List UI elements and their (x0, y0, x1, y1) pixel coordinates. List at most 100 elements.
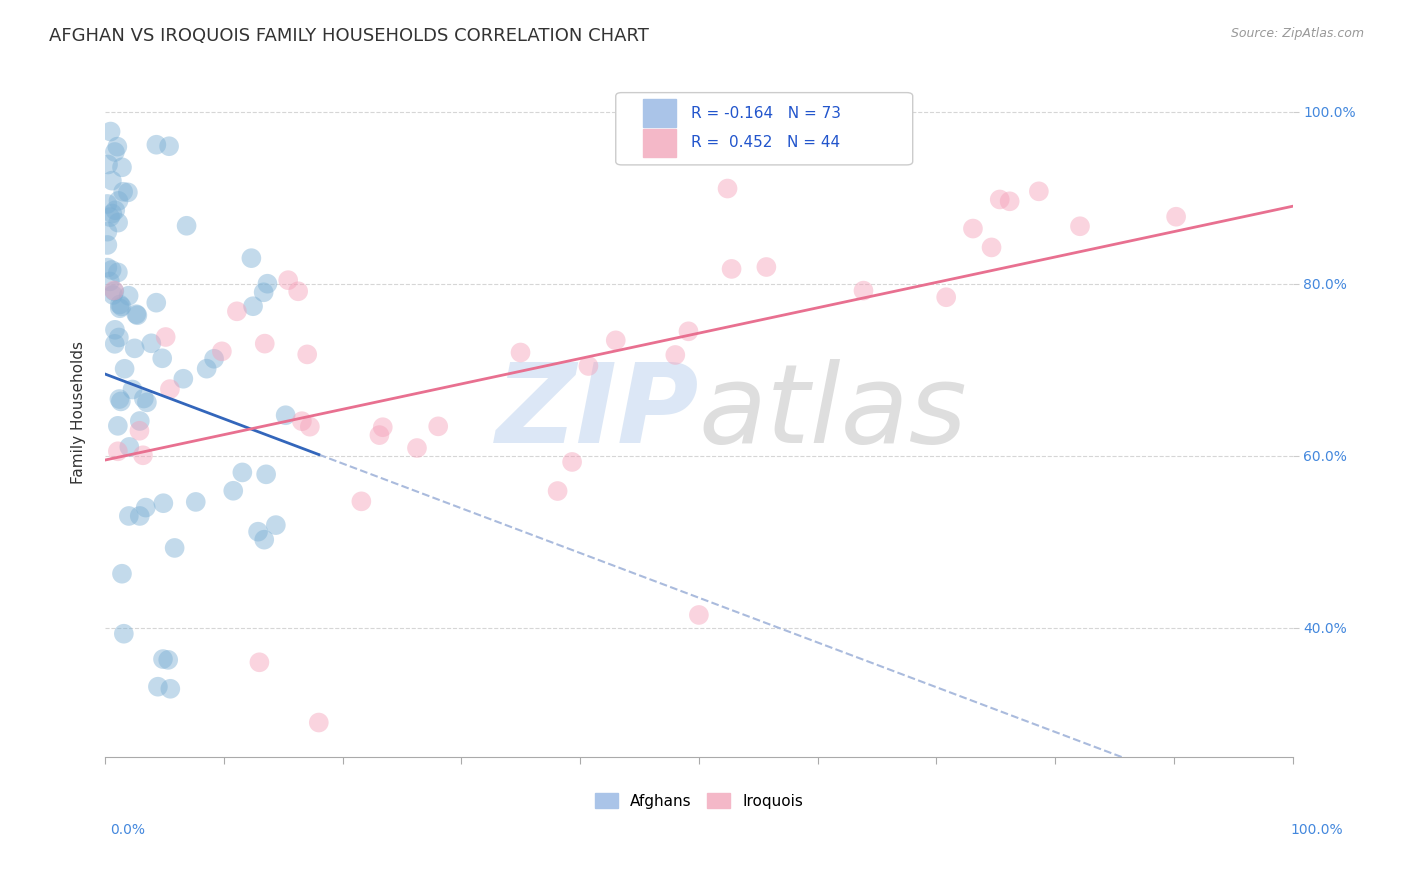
Point (720, 261, 742, 276)
Point (242, 299, 264, 313)
Text: Source: ZipAtlas.com: Source: ZipAtlas.com (1230, 27, 1364, 40)
Point (371, 420, 394, 434)
Point (104, 203, 127, 218)
Text: 100.0%: 100.0% (1291, 823, 1343, 837)
Point (935, 290, 957, 304)
Point (253, 533, 276, 547)
Point (664, 348, 686, 362)
Text: ZIP: ZIP (495, 359, 699, 467)
Point (240, 251, 263, 265)
Point (135, 395, 157, 409)
Point (96, 197, 118, 211)
Point (135, 500, 157, 515)
Legend: Afghans, Iroquois: Afghans, Iroquois (589, 787, 808, 814)
Point (128, 424, 150, 438)
Point (253, 336, 276, 351)
Point (231, 466, 253, 480)
Y-axis label: Family Households: Family Households (72, 342, 86, 484)
Text: AFGHAN VS IROQUOIS FAMILY HOUSEHOLDS CORRELATION CHART: AFGHAN VS IROQUOIS FAMILY HOUSEHOLDS COR… (49, 27, 650, 45)
Point (124, 342, 146, 356)
Point (755, 260, 778, 274)
Point (117, 289, 139, 303)
Point (291, 414, 314, 428)
Point (277, 273, 299, 287)
Point (107, 444, 129, 458)
Point (163, 541, 186, 555)
FancyBboxPatch shape (616, 93, 912, 165)
Point (176, 219, 198, 233)
Point (247, 524, 270, 539)
Point (308, 715, 330, 730)
Point (509, 345, 531, 359)
Point (101, 288, 124, 302)
Point (101, 206, 124, 220)
Point (112, 626, 135, 640)
Point (988, 193, 1011, 207)
Point (104, 323, 127, 337)
Point (184, 495, 207, 509)
Point (105, 139, 128, 153)
Point (98, 275, 121, 289)
Point (155, 330, 177, 344)
Point (980, 240, 1002, 254)
Point (254, 467, 277, 482)
Point (125, 307, 148, 321)
Point (103, 284, 125, 298)
Point (145, 137, 167, 152)
Point (108, 301, 131, 316)
Text: atlas: atlas (699, 359, 967, 467)
Point (256, 277, 278, 291)
Text: R =  0.452   N = 44: R = 0.452 N = 44 (690, 136, 839, 151)
Point (121, 383, 143, 397)
Point (195, 361, 218, 376)
Point (96, 260, 118, 275)
Point (247, 655, 270, 669)
Point (298, 419, 321, 434)
Point (159, 382, 181, 396)
Point (852, 284, 875, 298)
Point (688, 607, 710, 622)
Point (157, 653, 180, 667)
Point (107, 265, 129, 279)
Point (107, 194, 129, 208)
Point (226, 304, 249, 318)
Point (406, 441, 429, 455)
Point (578, 359, 600, 373)
Point (202, 351, 225, 366)
Point (159, 681, 181, 696)
Point (118, 440, 141, 454)
Point (118, 508, 141, 523)
Point (172, 372, 194, 386)
Point (111, 161, 134, 175)
Point (962, 221, 984, 235)
FancyBboxPatch shape (643, 129, 676, 157)
Text: R = -0.164   N = 73: R = -0.164 N = 73 (690, 106, 841, 120)
Point (104, 336, 127, 351)
Point (127, 308, 149, 322)
Point (146, 680, 169, 694)
Point (132, 392, 155, 406)
Point (100, 124, 122, 138)
Point (1164, 210, 1187, 224)
Point (103, 285, 125, 299)
Point (1028, 184, 1050, 198)
Point (547, 483, 569, 498)
Point (110, 300, 132, 314)
Point (368, 428, 391, 442)
Point (112, 185, 135, 199)
Point (108, 297, 131, 311)
Point (211, 344, 233, 359)
Point (101, 173, 124, 187)
Point (295, 347, 318, 361)
Point (96, 238, 118, 252)
Point (678, 324, 700, 338)
Point (97, 157, 120, 171)
Point (150, 351, 173, 366)
Point (427, 419, 450, 434)
Point (561, 455, 583, 469)
Point (716, 181, 738, 195)
FancyBboxPatch shape (643, 100, 676, 127)
Point (128, 414, 150, 428)
Point (108, 392, 131, 406)
Point (274, 409, 297, 423)
